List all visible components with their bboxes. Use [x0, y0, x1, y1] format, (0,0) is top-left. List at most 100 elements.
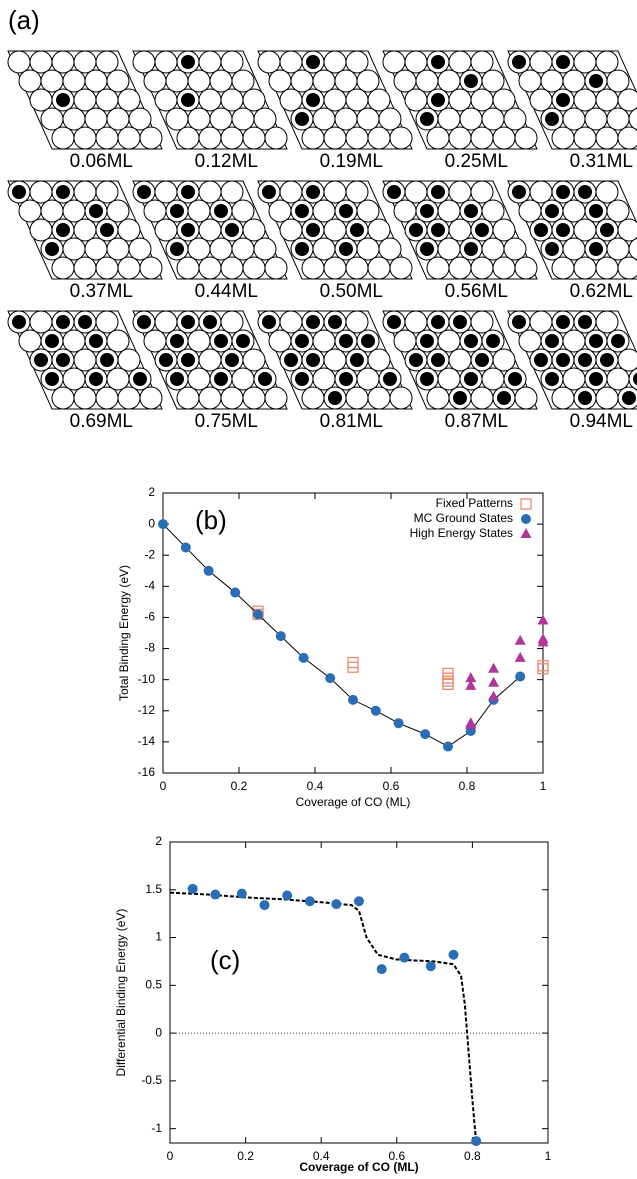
co-molecule: [497, 391, 511, 405]
point: [465, 718, 477, 729]
lattice-outline: [132, 50, 288, 150]
point: [520, 528, 532, 538]
surface-atom: [198, 180, 222, 204]
surface-atom: [323, 180, 347, 204]
co-molecule: [420, 204, 434, 218]
surface-atom: [231, 69, 255, 93]
point: [521, 514, 531, 524]
lattice-outline: [257, 50, 413, 150]
legend-label: High Energy States: [410, 526, 513, 540]
co-molecule: [545, 334, 559, 348]
surface-atom: [595, 50, 619, 74]
surface-atom: [84, 107, 108, 131]
surface-atom: [448, 348, 472, 372]
point: [331, 899, 342, 910]
point: [180, 542, 191, 553]
co-molecule: [589, 242, 603, 256]
y-tick-label: 2: [155, 834, 162, 848]
surface-atom: [40, 199, 64, 223]
surface-atom: [106, 367, 130, 391]
surface-atom: [606, 367, 630, 391]
co-molecule: [464, 204, 478, 218]
surface-atom: [117, 126, 141, 150]
surface-atom: [345, 50, 369, 74]
co-molecule: [611, 334, 625, 348]
surface-atom: [437, 329, 461, 353]
surface-atom: [437, 107, 461, 131]
co-molecule: [56, 353, 70, 367]
surface-atom: [62, 237, 86, 261]
y-tick-label: -16: [138, 765, 156, 779]
surface-atom: [529, 50, 553, 74]
surface-atom: [253, 107, 277, 131]
co-molecule: [56, 315, 70, 329]
co-molecule: [137, 315, 151, 329]
surface-atom: [165, 69, 189, 93]
point: [399, 952, 410, 963]
co-molecule: [170, 334, 184, 348]
co-molecule: [12, 185, 26, 199]
surface-atom: [628, 237, 637, 261]
co-molecule: [475, 223, 489, 237]
surface-atom: [242, 88, 266, 112]
surface-atom: [404, 310, 428, 334]
surface-atom: [139, 126, 163, 150]
surface-atom: [529, 310, 553, 334]
surface-atom: [389, 386, 413, 410]
legend-label: MC Ground States: [414, 511, 513, 525]
point: [443, 741, 453, 752]
surface-atom: [29, 180, 53, 204]
co-molecule: [181, 353, 195, 367]
y-tick-label: -12: [138, 703, 156, 717]
surface-atom: [492, 348, 516, 372]
surface-atom: [95, 310, 119, 334]
surface-atom: [606, 107, 630, 131]
surface-atom: [562, 199, 586, 223]
co-molecule: [339, 242, 353, 256]
surface-atom: [220, 88, 244, 112]
surface-atom: [198, 50, 222, 74]
point: [259, 900, 270, 911]
surface-atom: [481, 69, 505, 93]
co-molecule: [181, 185, 195, 199]
surface-atom: [470, 126, 494, 150]
surface-atom: [220, 180, 244, 204]
x-tick-label: 0: [160, 779, 167, 793]
y-tick-label: -4: [144, 579, 155, 593]
lattice: [382, 180, 538, 280]
surface-atom: [573, 88, 597, 112]
point: [425, 961, 436, 972]
co-molecule: [295, 334, 309, 348]
surface-atom: [426, 386, 450, 410]
surface-atom: [132, 50, 156, 74]
surface-atom: [62, 107, 86, 131]
surface-atom: [301, 256, 325, 280]
surface-atom: [62, 69, 86, 93]
surface-atom: [62, 329, 86, 353]
surface-atom: [312, 69, 336, 93]
co-molecule: [475, 353, 489, 367]
co-molecule: [589, 74, 603, 88]
surface-atom: [345, 386, 369, 410]
surface-atom: [29, 88, 53, 112]
lattice: [382, 310, 538, 410]
surface-atom: [73, 218, 97, 242]
y-tick-label: -10: [138, 672, 156, 686]
point: [370, 705, 381, 716]
surface-atom: [220, 386, 244, 410]
surface-atom: [73, 50, 97, 74]
co-molecule: [350, 353, 364, 367]
surface-atom: [95, 88, 119, 112]
surface-atom: [106, 199, 130, 223]
surface-atom: [562, 237, 586, 261]
surface-atom: [187, 367, 211, 391]
point: [465, 672, 477, 683]
point: [210, 889, 221, 900]
y-tick-label: 0: [148, 516, 155, 530]
y-tick-label: 0.5: [145, 978, 162, 992]
surface-atom: [470, 50, 494, 74]
x-tick-label: 0.8: [464, 1149, 481, 1163]
surface-atom: [154, 88, 178, 112]
surface-atom: [143, 199, 167, 223]
co-molecule: [512, 185, 526, 199]
